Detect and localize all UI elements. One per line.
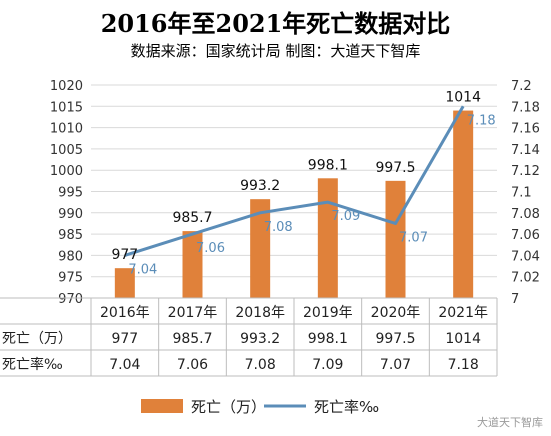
bar-data-label: 1014 — [445, 90, 481, 106]
y-right-tick-label: 7 — [511, 292, 519, 307]
bar-data-label: 993.2 — [240, 178, 280, 194]
bar — [114, 268, 135, 298]
table-cell: 7.09 — [312, 357, 343, 373]
line-data-label: 7.09 — [331, 209, 360, 224]
bar — [453, 110, 474, 298]
table-cell: 977 — [111, 331, 138, 347]
bar — [317, 178, 338, 298]
y-left-tick-label: 980 — [58, 249, 83, 264]
chart-title: 2016年至2021年死亡数据对比 — [100, 9, 451, 38]
bar — [385, 180, 406, 298]
table-cell: 7.18 — [448, 357, 479, 373]
table-row-label: 死亡（万） — [2, 331, 72, 347]
y-right-tick-label: 7.14 — [511, 143, 540, 158]
table-cell: 7.06 — [177, 357, 208, 373]
bar-data-label: 998.1 — [308, 157, 348, 173]
y-left-tick-label: 985 — [58, 228, 83, 243]
y-left-tick-label: 970 — [58, 292, 83, 307]
line-data-label: 7.04 — [128, 262, 157, 277]
watermark: 大道天下智库 — [477, 416, 543, 429]
table-cell: 7.07 — [380, 357, 411, 373]
table-cell: 985.7 — [172, 331, 212, 347]
y-right-tick-label: 7.1 — [511, 186, 532, 201]
y-right-tick-label: 7.06 — [511, 228, 540, 243]
table-row-label: 死亡率‰ — [2, 356, 63, 373]
y-right-tick-label: 7.02 — [511, 271, 540, 286]
y-left-tick-label: 995 — [58, 186, 83, 201]
x-tick-label: 2017年 — [168, 305, 218, 321]
line-data-label: 7.18 — [467, 113, 496, 128]
bar-data-label: 977 — [111, 247, 138, 263]
y-left-tick-label: 990 — [58, 207, 83, 222]
legend-label-line: 死亡率‰ — [314, 398, 379, 416]
legend-swatch-bars — [141, 399, 183, 413]
legend-label-bars: 死亡（万） — [191, 398, 266, 416]
bar-data-label: 985.7 — [172, 210, 212, 226]
bar-data-label: 997.5 — [375, 160, 415, 176]
y-left-tick-label: 1005 — [50, 143, 83, 158]
y-right-tick-label: 7.12 — [511, 164, 540, 179]
y-right-tick-label: 7.16 — [511, 122, 540, 137]
chart-subtitle: 数据来源：国家统计局 制图：大道天下智库 — [130, 42, 421, 60]
series-line — [124, 105, 465, 257]
y-left-tick-label: 975 — [58, 271, 83, 286]
y-right-tick-label: 7.08 — [511, 207, 540, 222]
line-data-label: 7.08 — [264, 220, 293, 235]
table-cell: 7.04 — [109, 357, 140, 373]
x-tick-label: 2021年 — [438, 305, 488, 321]
bar — [182, 231, 203, 298]
y-left-tick-label: 1020 — [50, 79, 83, 94]
y-right-tick-label: 7.04 — [511, 249, 540, 264]
table-cell: 998.1 — [308, 331, 348, 347]
y-right-tick-label: 7.18 — [511, 100, 540, 115]
x-tick-label: 2020年 — [371, 305, 421, 321]
x-tick-label: 2016年 — [100, 305, 150, 321]
table-cell: 997.5 — [375, 331, 415, 347]
y-right-tick-label: 7.2 — [511, 79, 532, 94]
bar — [250, 199, 271, 298]
x-tick-label: 2019年 — [303, 305, 353, 321]
x-tick-label: 2018年 — [235, 305, 285, 321]
table-cell: 7.08 — [245, 357, 276, 373]
y-left-tick-label: 1010 — [50, 122, 83, 137]
y-left-tick-label: 1000 — [50, 164, 83, 179]
table-cell: 993.2 — [240, 331, 280, 347]
y-left-tick-label: 1015 — [50, 100, 83, 115]
line-data-label: 7.07 — [399, 230, 428, 245]
line-data-label: 7.06 — [196, 241, 225, 256]
table-cell: 1014 — [445, 331, 481, 347]
